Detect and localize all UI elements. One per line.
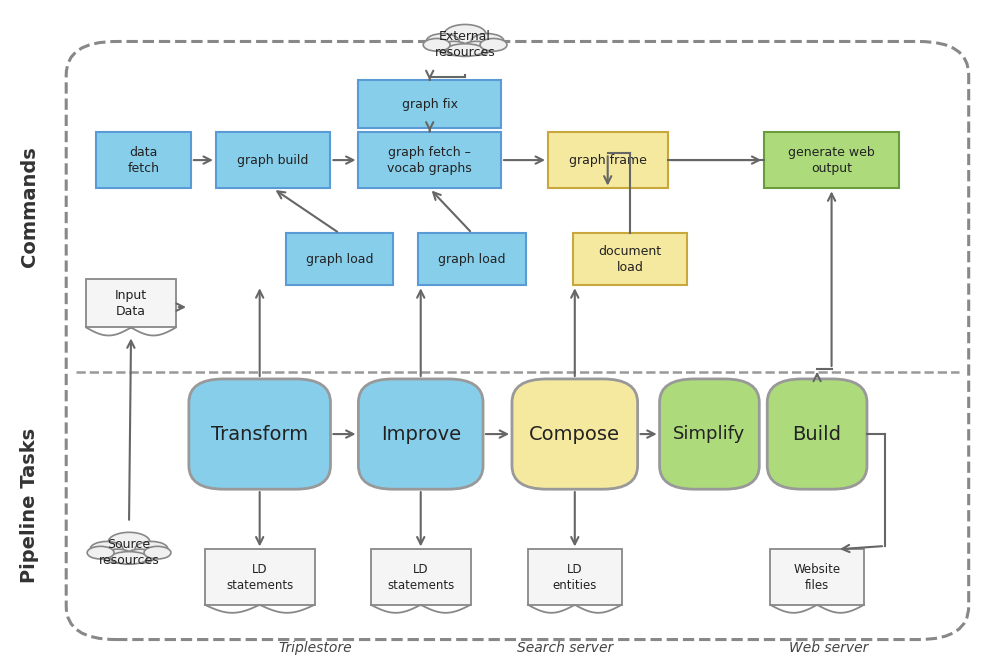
Ellipse shape — [144, 546, 171, 559]
Ellipse shape — [461, 42, 491, 55]
FancyBboxPatch shape — [660, 379, 759, 489]
Ellipse shape — [471, 34, 504, 49]
Text: graph frame: graph frame — [569, 154, 647, 166]
FancyBboxPatch shape — [770, 550, 864, 605]
Text: Build: Build — [793, 425, 842, 444]
Text: Triplestore: Triplestore — [279, 641, 352, 655]
FancyBboxPatch shape — [573, 234, 687, 285]
Text: Website
files: Website files — [794, 562, 841, 592]
Ellipse shape — [480, 38, 507, 51]
Text: graph load: graph load — [306, 253, 373, 266]
Text: LD
statements: LD statements — [226, 562, 293, 592]
Text: graph fix: graph fix — [402, 98, 458, 111]
FancyBboxPatch shape — [767, 379, 867, 489]
Ellipse shape — [439, 42, 469, 55]
Text: graph load: graph load — [438, 253, 506, 266]
FancyBboxPatch shape — [286, 234, 393, 285]
Text: Pipeline Tasks: Pipeline Tasks — [20, 428, 39, 584]
Text: Web server: Web server — [789, 641, 869, 655]
Ellipse shape — [444, 24, 486, 44]
FancyBboxPatch shape — [512, 379, 638, 489]
Text: External
resources: External resources — [435, 30, 495, 59]
FancyBboxPatch shape — [528, 550, 622, 605]
FancyBboxPatch shape — [96, 132, 191, 189]
Ellipse shape — [125, 549, 155, 563]
Text: Transform: Transform — [211, 425, 308, 444]
FancyBboxPatch shape — [358, 81, 501, 128]
FancyBboxPatch shape — [764, 132, 899, 189]
Ellipse shape — [423, 38, 450, 51]
Text: Search server: Search server — [517, 641, 613, 655]
Text: graph build: graph build — [237, 154, 309, 166]
Text: Compose: Compose — [529, 425, 620, 444]
Ellipse shape — [87, 546, 114, 559]
Text: graph fetch –
vocab graphs: graph fetch – vocab graphs — [387, 146, 472, 174]
Text: Improve: Improve — [381, 425, 461, 444]
FancyBboxPatch shape — [371, 550, 471, 605]
Text: document
load: document load — [599, 245, 662, 274]
FancyBboxPatch shape — [216, 132, 330, 189]
Text: Source
resources: Source resources — [99, 538, 159, 567]
Ellipse shape — [446, 44, 484, 56]
Ellipse shape — [90, 541, 123, 557]
Ellipse shape — [426, 34, 459, 49]
FancyBboxPatch shape — [418, 234, 526, 285]
FancyBboxPatch shape — [358, 379, 483, 489]
Ellipse shape — [103, 549, 133, 563]
Ellipse shape — [135, 541, 168, 557]
FancyBboxPatch shape — [86, 278, 176, 327]
Ellipse shape — [108, 532, 150, 552]
Text: LD
entities: LD entities — [553, 562, 597, 592]
FancyBboxPatch shape — [358, 132, 501, 189]
Text: data
fetch: data fetch — [127, 146, 159, 174]
Text: Commands: Commands — [20, 146, 39, 267]
Text: Input
Data: Input Data — [115, 289, 147, 317]
Text: generate web
output: generate web output — [788, 146, 875, 174]
FancyBboxPatch shape — [205, 550, 315, 605]
Text: LD
statements: LD statements — [387, 562, 454, 592]
FancyBboxPatch shape — [189, 379, 330, 489]
Ellipse shape — [110, 552, 148, 564]
FancyBboxPatch shape — [548, 132, 668, 189]
Text: Simplify: Simplify — [673, 425, 746, 443]
